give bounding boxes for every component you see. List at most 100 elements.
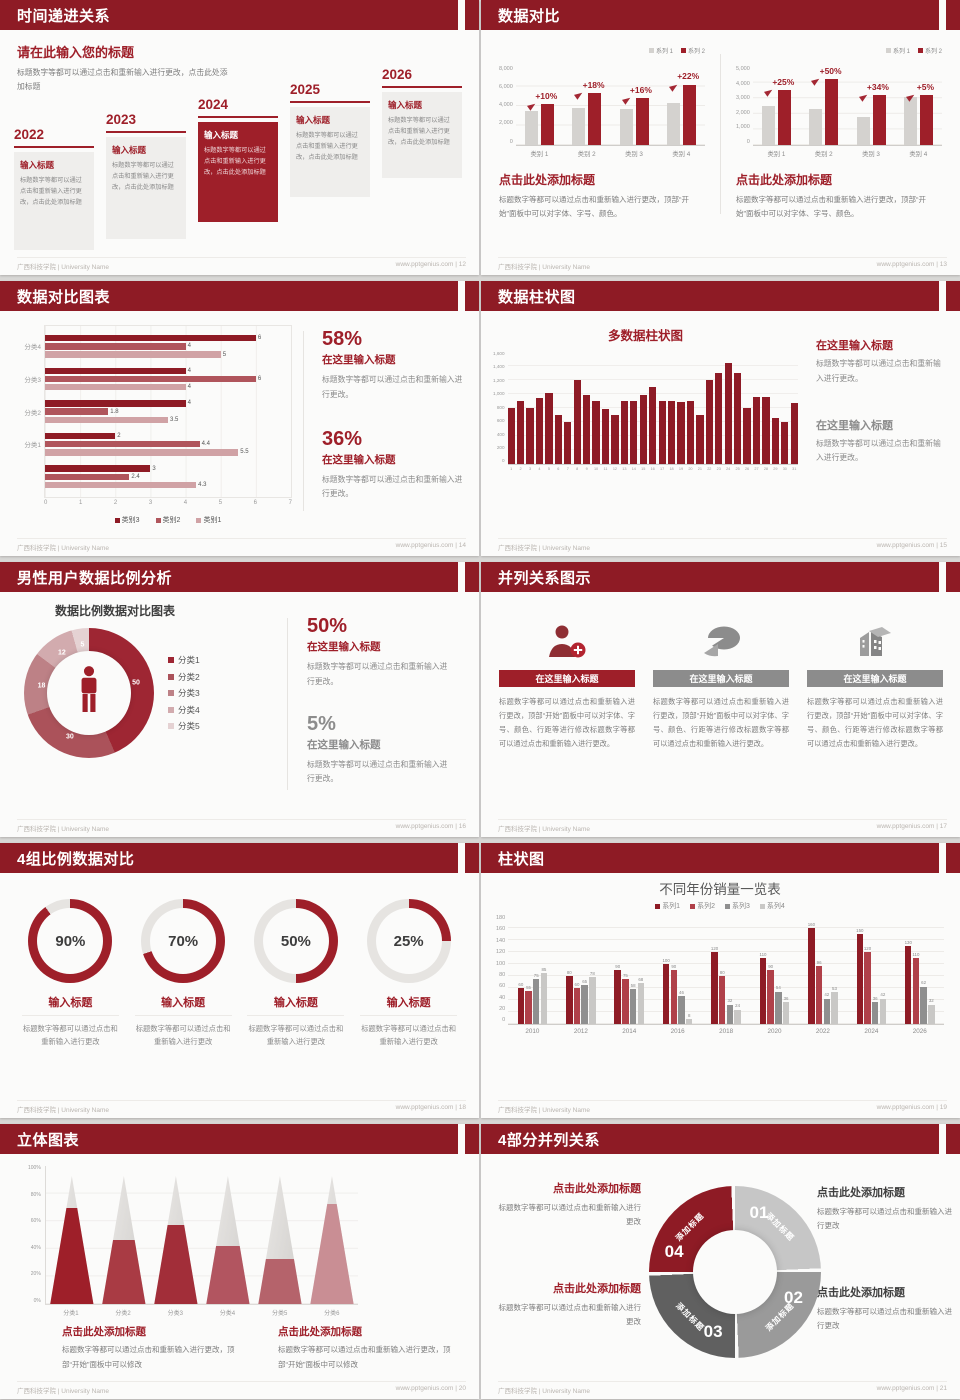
slide-18[interactable]: 4组比例数据对比 90% 输入标题 标题数字等都可以通过点击和重新输入进行更改 70%… <box>0 843 479 1118</box>
bar-value-label: 80 <box>566 969 572 975</box>
block-body: 标题数字等都可以通过点击和重新输入进行更改，顶部“开始”面板中可以对字体、字号、… <box>736 195 926 219</box>
footer-site-page: www.pptgenius.com | 21 <box>876 1385 947 1392</box>
column-body: 标题数字等都可以通过点击和重新输入进行更改，顶部“开始”面板中可以对字体、字号、… <box>807 697 943 749</box>
stat-block: 36% 在这里输入标题 标题数字等都可以通过点击和重新输入进行更改。 <box>322 429 464 503</box>
y-tick-label: 1,000 <box>493 391 505 397</box>
timeline-item: 2026 输入标题 标题数字等都可以通过点击和重新输入进行更改，点击此处添加标题 <box>382 67 462 178</box>
slide-20[interactable]: 立体图表 100% 80% 60% 40% 20% 0% 分类1 分类2 分类3 分类4 分类5 分类… <box>0 1124 479 1399</box>
block-title: 点击此处添加标题 <box>736 173 833 187</box>
bar: 58 <box>629 983 637 1024</box>
category-label: 分类6 <box>324 1311 340 1317</box>
timeline-item-title: 输入标题 <box>204 130 239 140</box>
slide-13[interactable]: 数据对比 系列 1 系列 2 8,000 6,000 4,000 2,000 0 +10% +1… <box>481 0 960 275</box>
plot-area <box>44 1166 358 1305</box>
block-title: 点击此处添加标题 <box>553 1283 641 1295</box>
bar-value-label: 150 <box>856 927 864 933</box>
stat-block: 5% 在这里输入标题 标题数字等都可以通过点击和重新输入进行更改。 <box>307 714 452 788</box>
chart-title: 数据比例数据对比图表 <box>55 604 176 618</box>
category-label: 分类2 <box>115 1311 131 1317</box>
parallel-column-2: 在这里输入标题 标题数字等都可以通过点击和重新输入进行更改，顶部“开始”面板中可… <box>653 612 789 751</box>
bar: 68 <box>637 977 645 1024</box>
ring-body: 标题数字等都可以通过点击和重新输入进行更改 <box>248 1024 344 1047</box>
chart-legend: 系列 1 系列 2 <box>499 46 705 55</box>
bar: 110 <box>912 952 919 1024</box>
bar <box>781 422 789 464</box>
bar <box>572 107 586 145</box>
chart-column: 多数据柱状图 1,600 1,400 1,200 1,000 800 600 400 200 0… <box>493 325 798 471</box>
timeline-item: 2025 输入标题 标题数字等都可以通过点击和重新输入进行更改，点击此处添加标题 <box>290 82 370 197</box>
footer-org: 广西科技学院 | University Name <box>498 264 590 271</box>
bar-value-label: 80 <box>719 969 725 975</box>
slide-12[interactable]: 时间递进关系 请在此输入您的标题 标题数字等都可以通过点击和重新输入进行更改，点… <box>0 0 479 275</box>
group-label: 分类3 <box>24 376 41 384</box>
slide-body: 请在此输入您的标题 标题数字等都可以通过点击和重新输入进行更改，点击此处添加标题… <box>0 30 479 259</box>
bar-group: 150 120 36 42 <box>856 916 887 1024</box>
bar-value-label: 110 <box>759 951 767 957</box>
growth-label: +34% <box>866 81 889 92</box>
bar-value-label: 75 <box>533 972 539 978</box>
stat-percentage: 5% <box>307 712 336 735</box>
donut-hole <box>47 651 131 735</box>
category-label: 类别 3 <box>862 151 880 158</box>
ring-title: 输入标题 <box>360 994 458 1016</box>
y-tick-label: 100% <box>28 1165 41 1171</box>
ring-title: 输入标题 <box>134 994 232 1016</box>
legend-swatch <box>680 48 686 53</box>
x-tick-label: 4 <box>538 467 541 471</box>
text-block: 点击此处添加标题 标题数字等都可以通过点击和重新输入进行更改，顶部“开始”面板中… <box>62 1324 244 1372</box>
segment-number: 01 <box>749 1202 769 1222</box>
person-add-icon <box>499 612 635 670</box>
timeline-item-body: 标题数字等都可以通过点击和重新输入进行更改，点击此处添加标题 <box>20 177 82 207</box>
bar: +34% <box>858 83 889 145</box>
slide-17[interactable]: 并列关系图示 在这里输入标题 标题数字等都可以通过点击和重新输入进行更改，顶部“… <box>481 562 960 837</box>
multi-bar-chart: 1,600 1,400 1,200 1,000 800 600 400 200 0 1 2 3 4 5 6 7… <box>493 351 798 471</box>
y-tick-label: 0 <box>501 458 505 464</box>
slide-title: 数据对比 <box>498 7 561 25</box>
horizontal-bar-chart: 分类4 6 4 5 分类3 4 6 4 分类2 4 1.8 3.5 分类1 2 4.4 5.5 3 2.4 4.3 0… <box>14 325 292 525</box>
slide-footer: 广西科技学院 | University Name www.pptgenius.c… <box>498 819 947 833</box>
slide-title: 并列关系图示 <box>498 569 592 587</box>
x-tick-label: 11 <box>603 467 608 471</box>
x-tick-label: 6 <box>253 500 257 507</box>
bar-value-label: 53 <box>832 985 837 991</box>
bar <box>535 397 544 464</box>
donut-hole <box>693 1230 777 1314</box>
banner-title: 在这里输入标题 <box>499 670 635 687</box>
stat-block: 50% 在这里输入标题 标题数字等都可以通过点击和重新输入进行更改。 <box>307 616 452 690</box>
bar-value-label: 24 <box>735 1003 741 1009</box>
slide-14[interactable]: 数据对比图表 分类4 6 4 5 分类3 4 6 4 分类2 4 1.8 3.5 分类1 2 4.4 5.5 3… <box>0 281 479 556</box>
bar-value-label: 130 <box>904 939 912 945</box>
bar <box>620 401 628 464</box>
bar-group: 130 110 62 32 <box>905 916 935 1024</box>
male-person-icon <box>77 665 101 722</box>
slide-16[interactable]: 男性用户数据比例分析 数据比例数据对比图表 50 30 18 12 5 分类1 分类2 分类3… <box>0 562 479 837</box>
block-body: 标题数字等都可以通过点击和重新输入进行更改，顶部“开始”面板中可以修改 <box>62 1345 235 1369</box>
footer-org: 广西科技学院 | University Name <box>17 826 109 833</box>
slide-15[interactable]: 数据柱状图 多数据柱状图 1,600 1,400 1,200 1,000 800 600 4… <box>481 281 960 556</box>
slide-title: 4组比例数据对比 <box>17 850 135 868</box>
header-notch <box>939 0 946 30</box>
slice-value-label: 30 <box>65 733 74 741</box>
y-tick-label: 200 <box>496 444 505 450</box>
slide-21[interactable]: 4部分并列关系 点击此处添加标题 标题数字等都可以通过点击和重新输入进行更改 点… <box>481 1124 960 1399</box>
bar: 90 <box>670 964 678 1024</box>
slide-body: 多数据柱状图 1,600 1,400 1,200 1,000 800 600 400 200 0… <box>481 311 960 540</box>
slide-19[interactable]: 柱状图 不同年份销量一览表 系列1 系列2 系列3 系列4 180 160 140 120 10… <box>481 843 960 1118</box>
y-axis-labels: 180 160 140 120 100 80 60 40 20 0 <box>496 915 508 1024</box>
segment-number: 04 <box>664 1242 684 1262</box>
stat-body: 标题数字等都可以通过点击和重新输入进行更改。 <box>322 474 463 499</box>
chart-legend: 分类1 分类2 分类3 分类4 分类5 <box>168 654 200 732</box>
category-label: 2012 <box>573 1028 588 1035</box>
bar-chart-right: 系列 1 系列 2 5,000 4,000 3,000 2,000 1,000 0 +25% +5… <box>736 46 942 158</box>
bar-value-label: 160 <box>807 921 816 927</box>
header-notch <box>939 562 946 592</box>
category-label: 分类5 <box>271 1311 288 1317</box>
text-block-bottom-right: 点击此处添加标题 标题数字等都可以通过点击和重新输入进行更改 <box>817 1284 953 1334</box>
bar: 53 <box>831 986 838 1024</box>
bar <box>761 106 775 145</box>
segmented-donut-ring: 01 添加标题 02 添加标题 03 添加标题 04 添加标题 <box>649 1186 821 1358</box>
bar <box>649 387 657 464</box>
block-body: 标题数字等都可以通过点击和重新输入进行更改 <box>817 1207 952 1231</box>
category-label: 类别 2 <box>577 151 596 158</box>
cone-fill <box>154 1224 198 1304</box>
